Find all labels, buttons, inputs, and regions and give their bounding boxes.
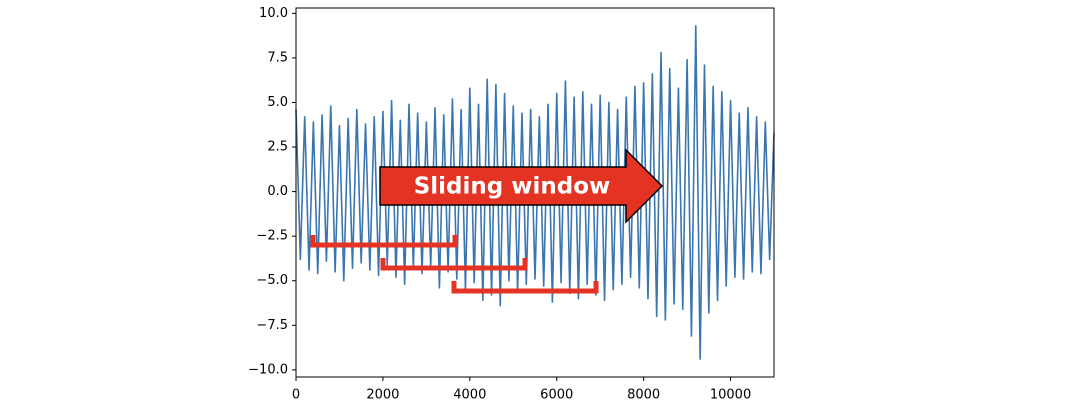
window-bracket — [451, 281, 599, 294]
y-tick-label: 10.0 — [259, 6, 288, 21]
x-tick-label: 10000 — [710, 388, 751, 403]
y-tick-label: −10.0 — [248, 362, 288, 377]
plot-area — [295, 25, 775, 360]
y-tick-label: 7.5 — [267, 50, 288, 65]
x-tick-label: 6000 — [540, 388, 573, 403]
x-tick-label: 0 — [292, 388, 300, 403]
y-tick-label: −2.5 — [256, 229, 288, 244]
y-tick-label: 2.5 — [267, 140, 288, 155]
axes-frame — [295, 7, 775, 378]
window-bracket — [310, 235, 458, 248]
y-tick-label: −7.5 — [256, 318, 288, 333]
y-tick-label: −5.0 — [256, 273, 288, 288]
x-tick-label: 4000 — [453, 388, 486, 403]
y-tick-label: 0.0 — [267, 184, 288, 199]
signal-line — [295, 25, 775, 360]
x-tick-label: 2000 — [366, 388, 399, 403]
window-bracket — [380, 258, 528, 271]
y-tick-label: 5.0 — [267, 95, 288, 110]
x-tick-label: 8000 — [627, 388, 660, 403]
annotation: Sliding window — [414, 174, 611, 200]
arrow — [379, 148, 664, 224]
